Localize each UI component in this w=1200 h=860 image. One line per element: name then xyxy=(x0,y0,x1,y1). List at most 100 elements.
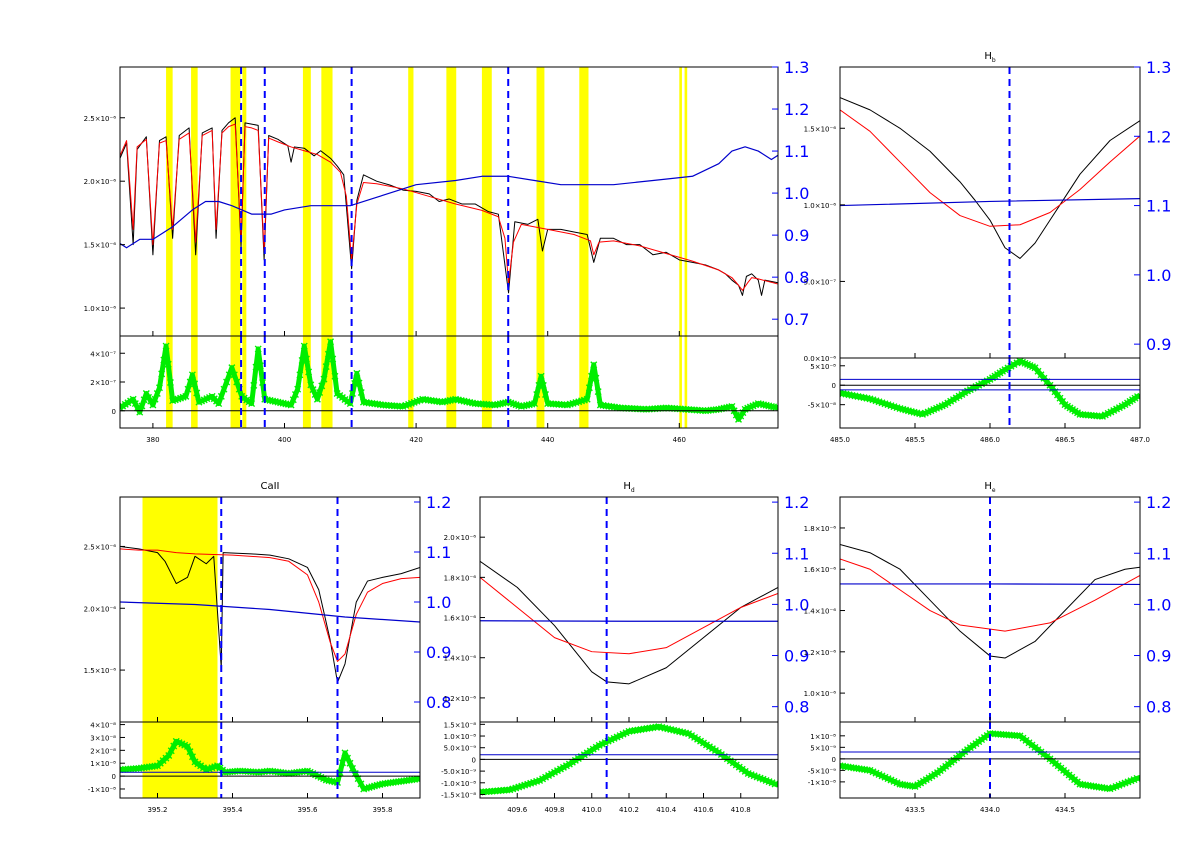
x-tick-label: 485.5 xyxy=(905,436,925,444)
y2-tick-label: 1.1 xyxy=(784,142,809,161)
y2-tick-label: 0.8 xyxy=(784,268,809,287)
mask-band xyxy=(230,67,241,336)
y-tick-label: 1.2×10⁻⁶ xyxy=(804,649,837,657)
y-tick-label: 1.5×10⁻⁶ xyxy=(84,667,117,675)
y-tick-label: 0 xyxy=(832,756,836,764)
mask-band xyxy=(302,336,311,428)
panel-h-beta-residual: -5×10⁻⁸ 0 5×10⁻⁸ 485.0 485.5 486.0 486.5 487.0 xyxy=(808,357,1150,444)
y-tick-label: -5×10⁻⁸ xyxy=(808,402,836,410)
y-tick-label: -5×10⁻⁹ xyxy=(808,767,836,775)
y-tick-label: 0 xyxy=(112,408,116,416)
y-tick-label: 0 xyxy=(832,382,836,390)
panel-h-epsilon: 1.0×10⁻⁶ 1.2×10⁻⁶ 1.4×10⁻⁶ 1.6×10⁻⁶ 1.8×10⁻⁶… xyxy=(804,481,1171,723)
ratio-line xyxy=(120,601,420,623)
y2-tick-label: 1.0 xyxy=(1146,266,1171,285)
y2-tick-label: 1.0 xyxy=(426,593,451,612)
y2-tick-label: 1.1 xyxy=(426,543,451,562)
y-tick-label: 1.6×10⁻⁶ xyxy=(804,566,837,574)
y2-tick-label: 1.1 xyxy=(784,544,809,563)
y-tick-label: 0.0×10⁻⁶ xyxy=(804,355,837,363)
x-tick-label: 410.8 xyxy=(731,806,751,814)
y-tick-label: -1×10⁻⁸ xyxy=(88,786,116,794)
y2-tick-label: 1.0 xyxy=(784,595,809,614)
y2-tick-label: 0.9 xyxy=(426,643,451,662)
x-tick-label: 434.0 xyxy=(980,806,1000,814)
y2-tick-label: 1.3 xyxy=(784,58,809,77)
y-tick-label: 2.5×10⁻⁶ xyxy=(84,543,117,551)
panel-title: Hd xyxy=(623,481,635,494)
y-tick-label: -1.5×10⁻⁸ xyxy=(441,791,476,799)
x-tick-label: 410.0 xyxy=(582,806,602,814)
panel-title-subscript: e xyxy=(992,487,996,494)
mask-band xyxy=(679,67,682,336)
mask-band xyxy=(242,67,247,336)
y2-tick-label: 0.8 xyxy=(1146,698,1171,717)
y2-tick-label: 1.1 xyxy=(1146,197,1171,216)
y-tick-label: 3×10⁻⁸ xyxy=(90,734,116,742)
mask-band xyxy=(579,336,589,428)
ratio-line xyxy=(120,146,778,249)
y-tick-label: 5×10⁻⁹ xyxy=(810,744,836,752)
mask-band xyxy=(481,336,492,428)
x-tick-label: 486.0 xyxy=(980,436,1000,444)
y2-tick-label: 1.1 xyxy=(1146,544,1171,563)
y-tick-label: 1.0×10⁻⁶ xyxy=(84,305,117,313)
mask-band xyxy=(408,67,414,336)
y2-tick-label: 0.8 xyxy=(426,693,451,712)
panel-plot-area xyxy=(120,336,778,428)
y2-tick-label: 1.2 xyxy=(1146,493,1171,512)
x-tick-label: 409.8 xyxy=(544,806,564,814)
panel-plot-area xyxy=(840,722,1140,798)
panel-plot-area xyxy=(840,67,1140,358)
panel-h-beta: 0.0×10⁻⁶ 5.0×10⁻⁷ 1.0×10⁻⁶ 1.5×10⁻⁶ 0.9 1.0 1.… xyxy=(804,51,1172,363)
mask-band xyxy=(166,67,173,336)
residual-curve xyxy=(120,339,778,422)
x-tick-label: 395.4 xyxy=(222,806,243,814)
y-tick-label: -1.0×10⁻⁸ xyxy=(441,780,476,788)
x-tick-label: 440 xyxy=(541,436,554,444)
x-tick-label: 410.2 xyxy=(619,806,639,814)
observed-spectrum-line xyxy=(840,543,1140,659)
x-tick-label: 485.0 xyxy=(830,436,850,444)
y2-tick-label: 1.0 xyxy=(784,184,809,203)
y2-tick-label: 0.9 xyxy=(784,226,809,245)
mask-band xyxy=(302,67,311,336)
x-tick-label: 409.6 xyxy=(507,806,528,814)
y2-tick-label: 0.8 xyxy=(784,698,809,717)
x-tick-label: 380 xyxy=(146,436,159,444)
y-tick-label: 2×10⁻⁸ xyxy=(90,747,116,755)
ratio-line xyxy=(480,620,778,622)
y2-tick-label: 1.3 xyxy=(1146,58,1171,77)
y-tick-label: 1.4×10⁻⁶ xyxy=(804,608,837,616)
x-tick-label: 434.5 xyxy=(1055,806,1075,814)
observed-spectrum-line xyxy=(840,97,1140,259)
y-tick-label: 1.8×10⁻⁶ xyxy=(804,525,837,533)
plots-layer: 1.0×10⁻⁶1.5×10⁻⁶2.0×10⁻⁶2.5×10⁻⁶0.70.80.… xyxy=(84,51,1172,814)
y-tick-label: 1.6×10⁻⁶ xyxy=(444,615,477,623)
y-tick-label: 1.0×10⁻⁶ xyxy=(804,690,837,698)
y-tick-label: 5.0×10⁻⁷ xyxy=(804,278,837,286)
panel-h-delta: 1.2×10⁻⁶ 1.4×10⁻⁶ 1.6×10⁻⁶ 1.8×10⁻⁶ 2.0×10⁻⁶… xyxy=(444,481,809,723)
y-tick-label: 4×10⁻⁸ xyxy=(90,722,116,730)
y-tick-label: 0 xyxy=(112,773,116,781)
model-spectrum-line xyxy=(840,109,1140,227)
model-spectrum-line xyxy=(120,548,420,662)
panel-title-subscript: d xyxy=(631,487,635,494)
panel-ca-ii-residual: -1×10⁻⁸ 0 1×10⁻⁸ 2×10⁻⁸ 3×10⁻⁸ 4×10⁻⁸ 395.2 395… xyxy=(88,721,421,814)
panel-title: Hb xyxy=(984,51,996,64)
y-tick-label: 1.2×10⁻⁶ xyxy=(444,695,477,703)
y2-tick-label: 1.0 xyxy=(1146,595,1171,614)
model-spectrum-line xyxy=(120,123,778,291)
panel-plot-area xyxy=(840,358,1140,428)
y-tick-label: 5.0×10⁻⁹ xyxy=(444,745,477,753)
y-tick-label: 2.0×10⁻⁶ xyxy=(84,605,117,613)
mask-band xyxy=(536,67,545,336)
panel-plot-area xyxy=(120,67,778,336)
y-tick-label: 5×10⁻⁸ xyxy=(810,363,836,371)
mask-band xyxy=(684,336,688,428)
mask-band xyxy=(191,67,198,336)
mask-band xyxy=(481,67,492,336)
x-tick-label: 486.5 xyxy=(1055,436,1075,444)
x-tick-label: 395.6 xyxy=(297,806,318,814)
